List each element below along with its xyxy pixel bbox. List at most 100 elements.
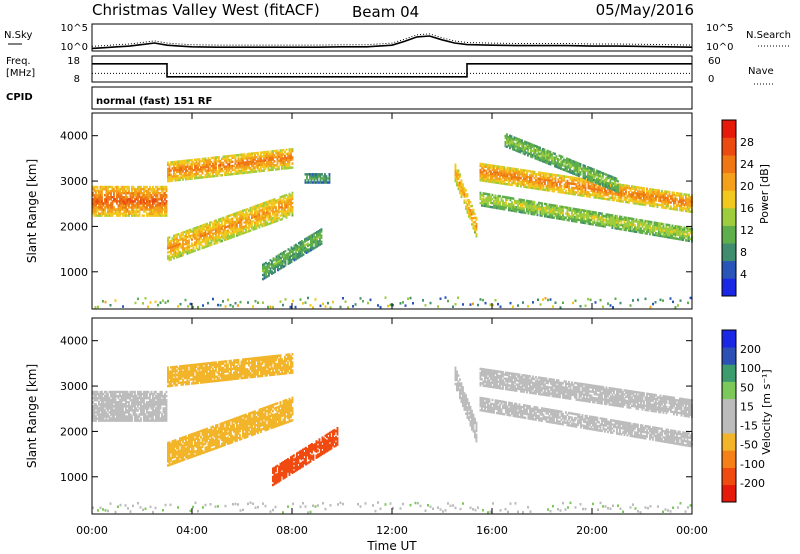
scatter-cell <box>122 198 124 201</box>
scatter-cell <box>540 157 543 160</box>
scatter-cell <box>126 187 129 191</box>
scatter-cell <box>276 149 279 153</box>
scatter-cell <box>683 226 686 230</box>
scatter-cell <box>671 230 674 234</box>
scatter-cell <box>254 213 256 216</box>
scatter-cell <box>593 183 596 187</box>
scatter-cell <box>291 197 294 201</box>
scatter-cell <box>575 161 577 164</box>
scatter-cell <box>319 181 322 184</box>
scatter-cell <box>475 224 478 228</box>
scatter-cell <box>524 211 527 215</box>
scatter-cell <box>119 187 121 191</box>
scatter-cell <box>263 216 265 219</box>
scatter-cell <box>174 234 177 237</box>
scatter-cell <box>186 240 189 243</box>
scatter-cell <box>527 182 530 185</box>
scatter-cell <box>164 191 166 195</box>
scatter-cell <box>265 261 267 265</box>
scatter-cell <box>123 210 126 213</box>
scatter-cell <box>141 187 144 191</box>
scatter-cell <box>526 173 528 177</box>
scatter-cell <box>544 215 546 218</box>
scatter-cell <box>161 198 163 201</box>
scatter-cell <box>239 161 241 165</box>
scatter-cell <box>542 158 544 161</box>
scatter-cell <box>572 213 575 217</box>
scatter-cell <box>261 223 264 226</box>
scatter-cell <box>614 176 616 180</box>
scatter-cell <box>280 262 282 266</box>
scatter-cell <box>233 235 235 238</box>
scatter-cell <box>279 155 282 158</box>
scatter-cell <box>620 200 623 203</box>
scatter-cell <box>566 165 568 169</box>
scatter-cell <box>471 217 473 220</box>
scatter-cell <box>219 168 222 171</box>
scatter-cell <box>171 253 174 257</box>
scatter-cell <box>122 191 124 195</box>
scatter-cell <box>591 180 594 183</box>
scatter-cell <box>225 229 228 233</box>
scatter-cell <box>573 170 576 174</box>
scatter-cell <box>487 193 489 196</box>
scatter-cell <box>186 175 189 179</box>
scatter-cell <box>459 173 461 176</box>
scatter-cell <box>640 192 642 196</box>
scatter-cell <box>128 191 130 195</box>
scatter-cell <box>240 161 243 165</box>
scatter-cell <box>120 185 123 189</box>
scatter-cell <box>273 216 276 220</box>
scatter-cell <box>141 214 144 217</box>
scatter-cell <box>527 147 529 151</box>
scatter-cell <box>170 239 172 243</box>
scatter-cell <box>207 238 210 241</box>
scatter-cell <box>562 216 564 219</box>
scatter-cell <box>301 252 303 255</box>
scatter-cell <box>362 300 364 303</box>
scatter-cell <box>291 206 294 209</box>
scatter-cell <box>168 250 171 254</box>
scatter-cell <box>283 255 285 258</box>
scatter-cell <box>125 196 127 199</box>
scatter-cell <box>679 236 681 239</box>
scatter-cell <box>583 215 585 218</box>
scatter-cell <box>608 219 611 223</box>
scatter-cell <box>287 162 289 166</box>
scatter-cell <box>167 247 169 250</box>
scatter-cell <box>131 200 133 203</box>
scatter-cell <box>113 198 115 201</box>
scatter-cell <box>635 218 638 221</box>
scatter-cell <box>689 237 692 241</box>
scatter-cell <box>239 223 241 226</box>
scatter-cell <box>177 251 180 254</box>
scatter-cell <box>647 189 650 193</box>
scatter-cell <box>582 174 585 177</box>
scatter-cell <box>597 178 600 181</box>
scatter-cell <box>344 300 347 303</box>
scatter-cell <box>572 192 575 196</box>
scatter-cell <box>132 212 135 215</box>
scatter-cell <box>137 297 139 301</box>
scatter-cell <box>509 198 512 202</box>
scatter-cell <box>545 203 548 206</box>
scatter-cell <box>246 220 249 223</box>
scatter-cell <box>539 171 542 175</box>
scatter-cell <box>209 223 211 227</box>
scatter-cell <box>180 252 183 255</box>
scatter-cell <box>509 140 511 144</box>
scatter-cell <box>213 160 216 164</box>
scatter-cell <box>499 167 501 171</box>
scatter-cell <box>619 185 621 189</box>
scatter-cell <box>462 185 464 188</box>
scatter-cell <box>282 153 285 156</box>
scatter-cell <box>120 206 123 209</box>
scatter-cell <box>537 150 540 153</box>
scatter-cell <box>507 144 510 147</box>
scatter-cell <box>532 200 534 204</box>
scatter-cell <box>276 217 279 220</box>
scatter-cell <box>114 210 117 213</box>
scatter-cell <box>281 207 283 211</box>
scatter-cell <box>328 175 331 178</box>
scatter-cell <box>484 177 486 181</box>
